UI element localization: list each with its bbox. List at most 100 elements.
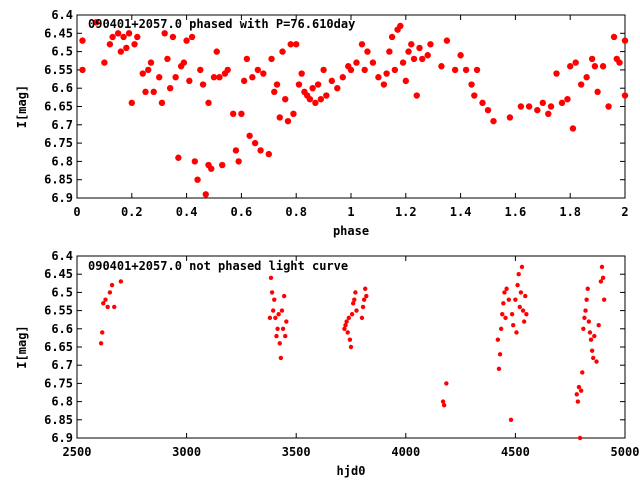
data-point [591, 63, 599, 70]
plot-title: 090401+2057.0 phased with P=76.610day [88, 17, 355, 31]
data-point [125, 30, 133, 37]
data-point [142, 88, 149, 96]
data-point [128, 99, 135, 107]
data-point [621, 92, 629, 99]
data-point [268, 55, 275, 63]
x-tick-label: 1.6 [505, 205, 527, 219]
data-point [100, 330, 105, 335]
data-point [240, 77, 248, 85]
data-point [585, 286, 590, 291]
x-tick-label: 0.8 [285, 205, 307, 219]
data-point [279, 48, 286, 55]
data-point [254, 66, 262, 74]
data-point [273, 81, 281, 88]
x-tick-label: 2500 [63, 445, 92, 459]
data-point [375, 74, 382, 81]
data-point [166, 85, 174, 92]
y-tick-label: 6.9 [51, 191, 73, 205]
data-point [591, 355, 596, 361]
data-point [582, 315, 587, 321]
data-point [513, 297, 518, 302]
y-tick-label: 6.85 [44, 173, 73, 187]
data-point [145, 66, 152, 74]
data-point [501, 301, 506, 306]
data-point [317, 95, 325, 103]
data-point [105, 304, 110, 310]
data-point [276, 114, 283, 121]
data-point [243, 55, 251, 63]
data-point [521, 319, 527, 324]
data-point [490, 117, 497, 125]
data-point [328, 77, 336, 85]
data-point [274, 333, 279, 339]
data-point [309, 85, 316, 92]
data-point [360, 304, 366, 310]
data-point [219, 161, 226, 169]
data-point [380, 81, 388, 88]
data-point [416, 44, 423, 52]
data-point [413, 92, 420, 99]
data-point [175, 154, 182, 161]
y-tick-label: 6.65 [44, 100, 73, 114]
data-point [506, 114, 514, 121]
data-point [567, 63, 574, 70]
data-point [514, 330, 519, 335]
data-point [386, 48, 393, 55]
data-point [599, 264, 605, 270]
data-point [484, 106, 492, 114]
data-point [120, 33, 127, 41]
data-point [502, 290, 507, 295]
data-point [610, 33, 618, 41]
x-tick-label: 3500 [282, 445, 311, 459]
data-point [495, 337, 501, 342]
data-point [343, 322, 348, 328]
data-point [158, 99, 166, 107]
x-tick-label: 1.2 [395, 205, 417, 219]
data-point [569, 125, 577, 132]
y-tick-label: 6.6 [51, 322, 73, 336]
x-tick-label: 1 [347, 205, 354, 219]
data-point [280, 326, 286, 331]
y-tick-label: 6.9 [51, 431, 73, 445]
data-point [397, 22, 404, 30]
data-point [471, 92, 478, 99]
data-point [257, 147, 264, 154]
data-point [517, 103, 525, 110]
data-point [441, 403, 447, 408]
data-point [314, 81, 322, 88]
data-point [359, 315, 365, 321]
data-point [229, 110, 237, 118]
data-point [427, 41, 434, 48]
data-point [517, 304, 522, 310]
data-point [281, 293, 287, 299]
data-point [498, 326, 504, 331]
data-point [279, 308, 285, 313]
data-point [594, 88, 601, 96]
y-tick-label: 6.45 [44, 26, 73, 40]
data-point [539, 99, 546, 107]
data-point [578, 388, 584, 393]
data-point [312, 99, 319, 107]
data-point [577, 81, 585, 88]
x-tick-label: 1.8 [559, 205, 581, 219]
data-point [216, 74, 223, 81]
data-point [479, 99, 486, 107]
data-point [147, 59, 155, 66]
data-point [249, 74, 256, 81]
data-point [518, 290, 524, 295]
data-point [605, 103, 612, 110]
y-tick-label: 6.4 [51, 249, 73, 263]
data-point [118, 279, 124, 284]
data-point [545, 110, 552, 118]
data-point [594, 359, 599, 364]
data-point [588, 55, 596, 63]
data-point [364, 293, 369, 299]
data-point [103, 297, 108, 302]
data-point [350, 301, 356, 306]
data-point [572, 59, 579, 66]
data-point [246, 132, 253, 139]
data-point [349, 312, 355, 317]
data-point [508, 417, 514, 422]
y-tick-label: 6.55 [44, 63, 73, 77]
data-point [251, 139, 259, 147]
